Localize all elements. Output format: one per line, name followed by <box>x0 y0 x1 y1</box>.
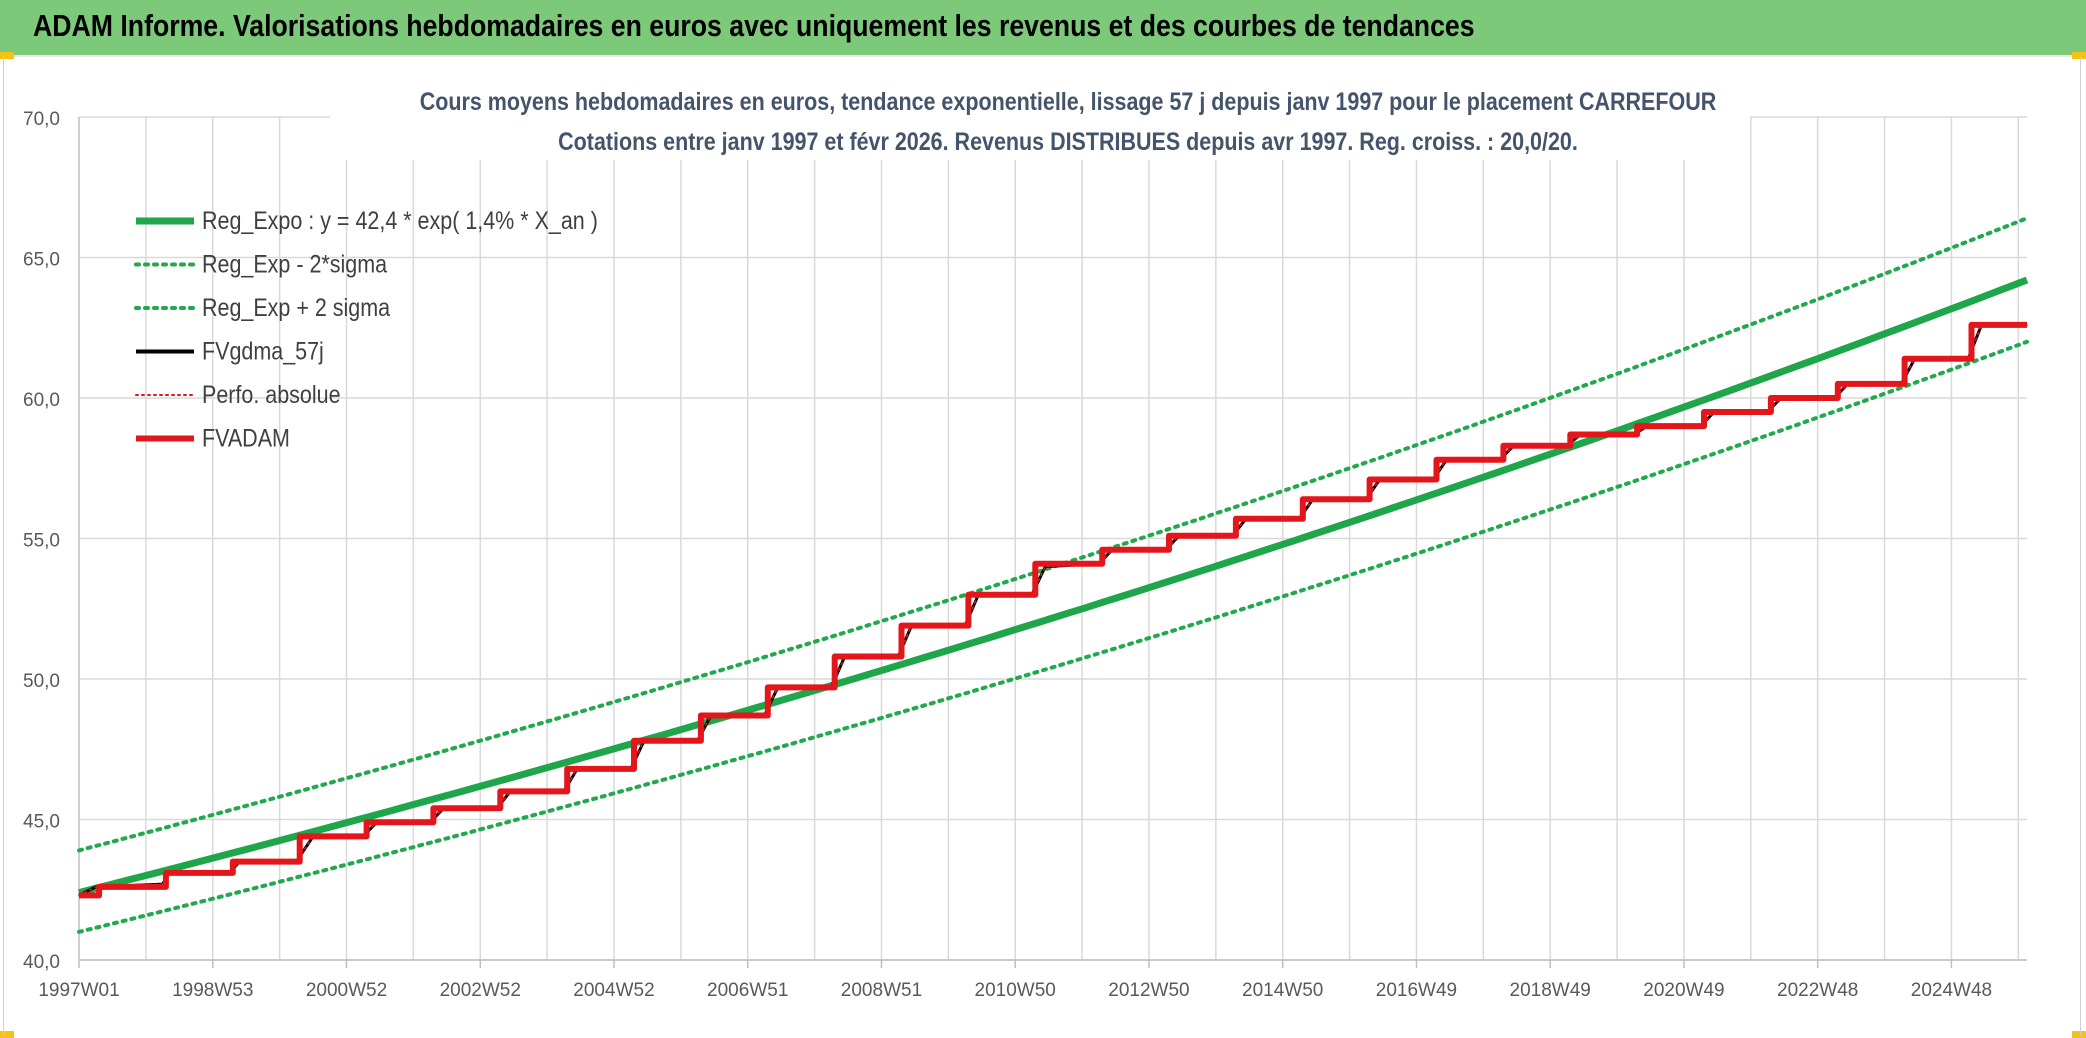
series-line-0 <box>78 276 2029 896</box>
x-tick-label: 2006W51 <box>707 980 788 1001</box>
x-tick-label: 2016W49 <box>1376 980 1457 1001</box>
chart-title-line1: Cours moyens hebdomadaires en euros, ten… <box>420 87 1717 115</box>
chart-frame <box>3 57 2081 1035</box>
x-tick-label: 1997W01 <box>38 980 119 1001</box>
x-tick-label: 2010W50 <box>975 980 1056 1001</box>
y-tick-label: 50,0 <box>23 671 60 692</box>
corner-accent-bottom-right <box>2072 1031 2086 1038</box>
corner-accent-bottom-left <box>0 1031 14 1038</box>
x-tick-label: 1998W53 <box>172 980 253 1001</box>
legend-label: Reg_Exp + 2 sigma <box>202 293 390 321</box>
series-line-1 <box>77 339 2029 934</box>
y-tick-label: 65,0 <box>23 250 60 271</box>
x-tick-label: 2020W49 <box>1643 980 1724 1001</box>
y-tick-label: 70,0 <box>23 109 60 130</box>
corner-accent-top-left <box>0 52 14 59</box>
series-line-5 <box>79 321 2027 899</box>
legend-label: Perfo. absolue <box>202 380 341 408</box>
legend-label: FVADAM <box>202 424 290 452</box>
y-tick-label: 60,0 <box>23 390 60 411</box>
x-tick-label: 2012W50 <box>1108 980 1189 1001</box>
y-tick-label: 45,0 <box>23 812 60 833</box>
x-tick-label: 2014W50 <box>1242 980 1323 1001</box>
legend-label: FVgdma_57j <box>202 337 324 365</box>
chart-title-line2: Cotations entre janv 1997 et févr 2026. … <box>558 127 1578 155</box>
x-tick-label: 2018W49 <box>1510 980 1591 1001</box>
x-tick-label: 2024W48 <box>1911 980 1992 1001</box>
grid-layer <box>79 116 2027 961</box>
x-tick-label: 2002W52 <box>440 980 521 1001</box>
x-tick-label: 2004W52 <box>573 980 654 1001</box>
legend: Reg_Expo : y = 42,4 * exp( 1,4% * X_an )… <box>134 206 598 452</box>
header-bar: ADAM Informe. Valorisations hebdomadaire… <box>0 0 2086 57</box>
chart-title-block: Cours moyens hebdomadaires en euros, ten… <box>330 82 1750 160</box>
series-layer <box>77 216 2029 934</box>
legend-label: Reg_Exp - 2*sigma <box>202 250 387 278</box>
series-line-2 <box>77 216 2029 853</box>
y-tick-label: 55,0 <box>23 531 60 552</box>
legend-label: Reg_Expo : y = 42,4 * exp( 1,4% * X_an ) <box>202 206 598 234</box>
chart-title-background <box>330 82 1750 160</box>
corner-accent-top-right <box>2072 52 2086 59</box>
x-tick-label: 2022W48 <box>1777 980 1858 1001</box>
page-title: ADAM Informe. Valorisations hebdomadaire… <box>33 8 1475 43</box>
x-tick-label: 2000W52 <box>306 980 387 1001</box>
y-tick-label: 40,0 <box>23 952 60 973</box>
x-tick-label: 2008W51 <box>841 980 922 1001</box>
axis-layer: 40,0 45,0 50,0 55,0 60,0 65,0 70,0 1997W01 1998W… <box>23 109 2027 1001</box>
series-line-4 <box>78 324 2028 897</box>
